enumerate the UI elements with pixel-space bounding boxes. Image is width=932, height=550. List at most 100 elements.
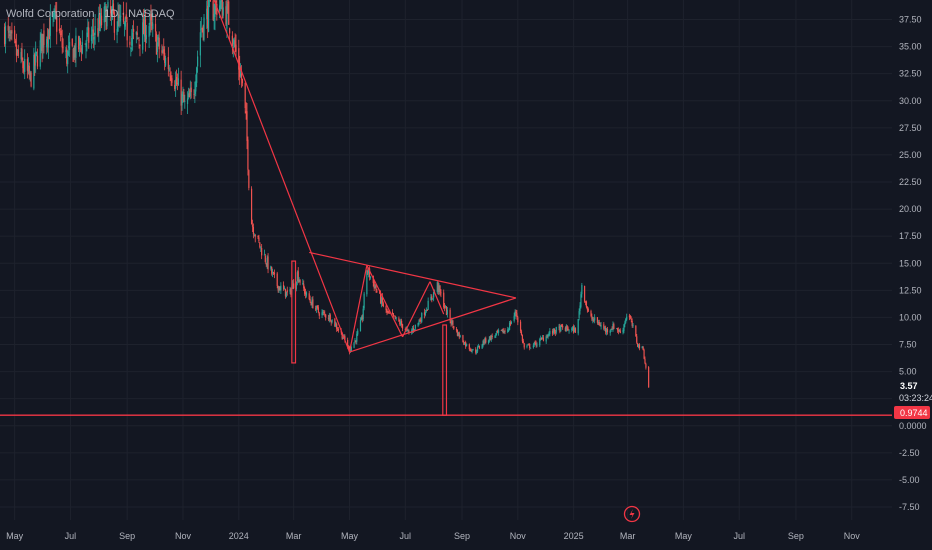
- horizontal-line-badge[interactable]: 0.9744: [894, 406, 930, 419]
- candle-body: [515, 312, 517, 313]
- candle-body: [432, 298, 434, 300]
- candle-body: [549, 330, 551, 335]
- candle-body: [72, 48, 74, 62]
- drawing-layer[interactable]: [0, 0, 892, 416]
- candle-body: [48, 28, 51, 39]
- candle-body: [130, 48, 132, 50]
- candle-body: [452, 320, 454, 326]
- candle-body: [476, 346, 479, 352]
- candle-body: [215, 1, 217, 3]
- candle-body: [263, 254, 265, 256]
- price-axis-panel[interactable]: [892, 0, 932, 520]
- candle-body: [79, 40, 82, 45]
- candle-body: [177, 78, 179, 86]
- candle-body: [297, 271, 299, 282]
- candle-body: [88, 27, 90, 43]
- candle-body: [446, 310, 448, 315]
- candle-body: [266, 257, 268, 266]
- candle-body: [568, 330, 570, 332]
- candle-body: [520, 331, 523, 336]
- candle-body: [541, 337, 543, 339]
- symbol-title[interactable]: Wolfd Corporation · 1D · NASDAQ: [6, 8, 175, 20]
- candle-body: [105, 9, 107, 30]
- price-tick-label: -7.50: [899, 502, 920, 512]
- candle-body: [241, 78, 244, 84]
- time-tick-label: May: [6, 531, 24, 541]
- last-price-badge: 3.57 03:23:24: [894, 378, 932, 404]
- candle-body: [395, 317, 397, 319]
- candle-body: [373, 281, 375, 289]
- candle-body: [637, 343, 639, 347]
- time-axis-panel[interactable]: [0, 522, 892, 550]
- candle-body: [181, 93, 183, 106]
- candle-body: [16, 49, 18, 53]
- candle-body: [597, 322, 599, 323]
- candle-body: [450, 321, 452, 324]
- candle-body: [477, 345, 480, 348]
- candle-body: [323, 312, 325, 314]
- candle-body: [321, 312, 323, 315]
- candle-body: [539, 338, 541, 346]
- candle-body: [68, 46, 70, 48]
- candle-body: [363, 293, 365, 309]
- candle-body: [630, 319, 632, 321]
- candle-body: [283, 284, 285, 290]
- candle-body: [298, 280, 300, 283]
- candle-body: [612, 323, 614, 331]
- candle-body: [501, 329, 503, 331]
- time-tick-label: May: [341, 531, 359, 541]
- time-tick-label: Nov: [844, 531, 861, 541]
- candle-body: [593, 319, 595, 321]
- candle-body: [245, 111, 247, 114]
- candle-body: [212, 0, 214, 20]
- candle-body: [42, 34, 44, 48]
- candle-body: [100, 15, 103, 26]
- candle-body: [523, 343, 525, 348]
- candle-body: [29, 71, 31, 73]
- candle-body: [558, 326, 560, 328]
- candle-body: [94, 25, 96, 35]
- candle-body: [124, 17, 126, 27]
- candle-body: [286, 290, 288, 293]
- candle-body: [642, 347, 644, 350]
- candle-body: [572, 327, 574, 329]
- candle-body: [510, 321, 513, 324]
- candle-body: [552, 328, 555, 333]
- candle-body: [485, 338, 487, 343]
- candle-body: [564, 327, 566, 332]
- candle-body: [4, 25, 7, 44]
- candle-body: [464, 342, 466, 345]
- price-tick-label: 27.50: [899, 123, 922, 133]
- candle-body: [385, 306, 387, 311]
- candle-body: [220, 0, 222, 3]
- candle-body: [490, 335, 492, 340]
- candle-body: [229, 28, 231, 34]
- candle-body: [150, 14, 152, 21]
- candle-body: [144, 19, 147, 43]
- time-tick-label: May: [675, 531, 693, 541]
- candle-body: [324, 313, 326, 315]
- candle-body: [43, 30, 45, 46]
- candle-body: [232, 46, 234, 49]
- candle-body: [516, 313, 518, 317]
- candle-body: [202, 26, 204, 38]
- candle-body: [312, 299, 314, 309]
- tradingview-replay-icon[interactable]: [623, 505, 641, 523]
- candle-body: [412, 328, 415, 331]
- candle-body: [561, 324, 563, 327]
- candle-body: [600, 325, 602, 327]
- candle-body: [239, 66, 241, 77]
- candle-body: [574, 328, 577, 333]
- candle-body: [113, 12, 115, 33]
- time-tick-label: 2025: [564, 531, 584, 541]
- candle-body: [529, 344, 531, 349]
- candle-body: [41, 33, 43, 52]
- candle-body: [304, 292, 307, 295]
- candle-body: [47, 30, 50, 48]
- candle-body: [207, 0, 210, 32]
- candle-body: [21, 48, 23, 60]
- candle-body: [97, 28, 99, 36]
- candle-body: [279, 286, 281, 291]
- candle-body: [636, 336, 638, 343]
